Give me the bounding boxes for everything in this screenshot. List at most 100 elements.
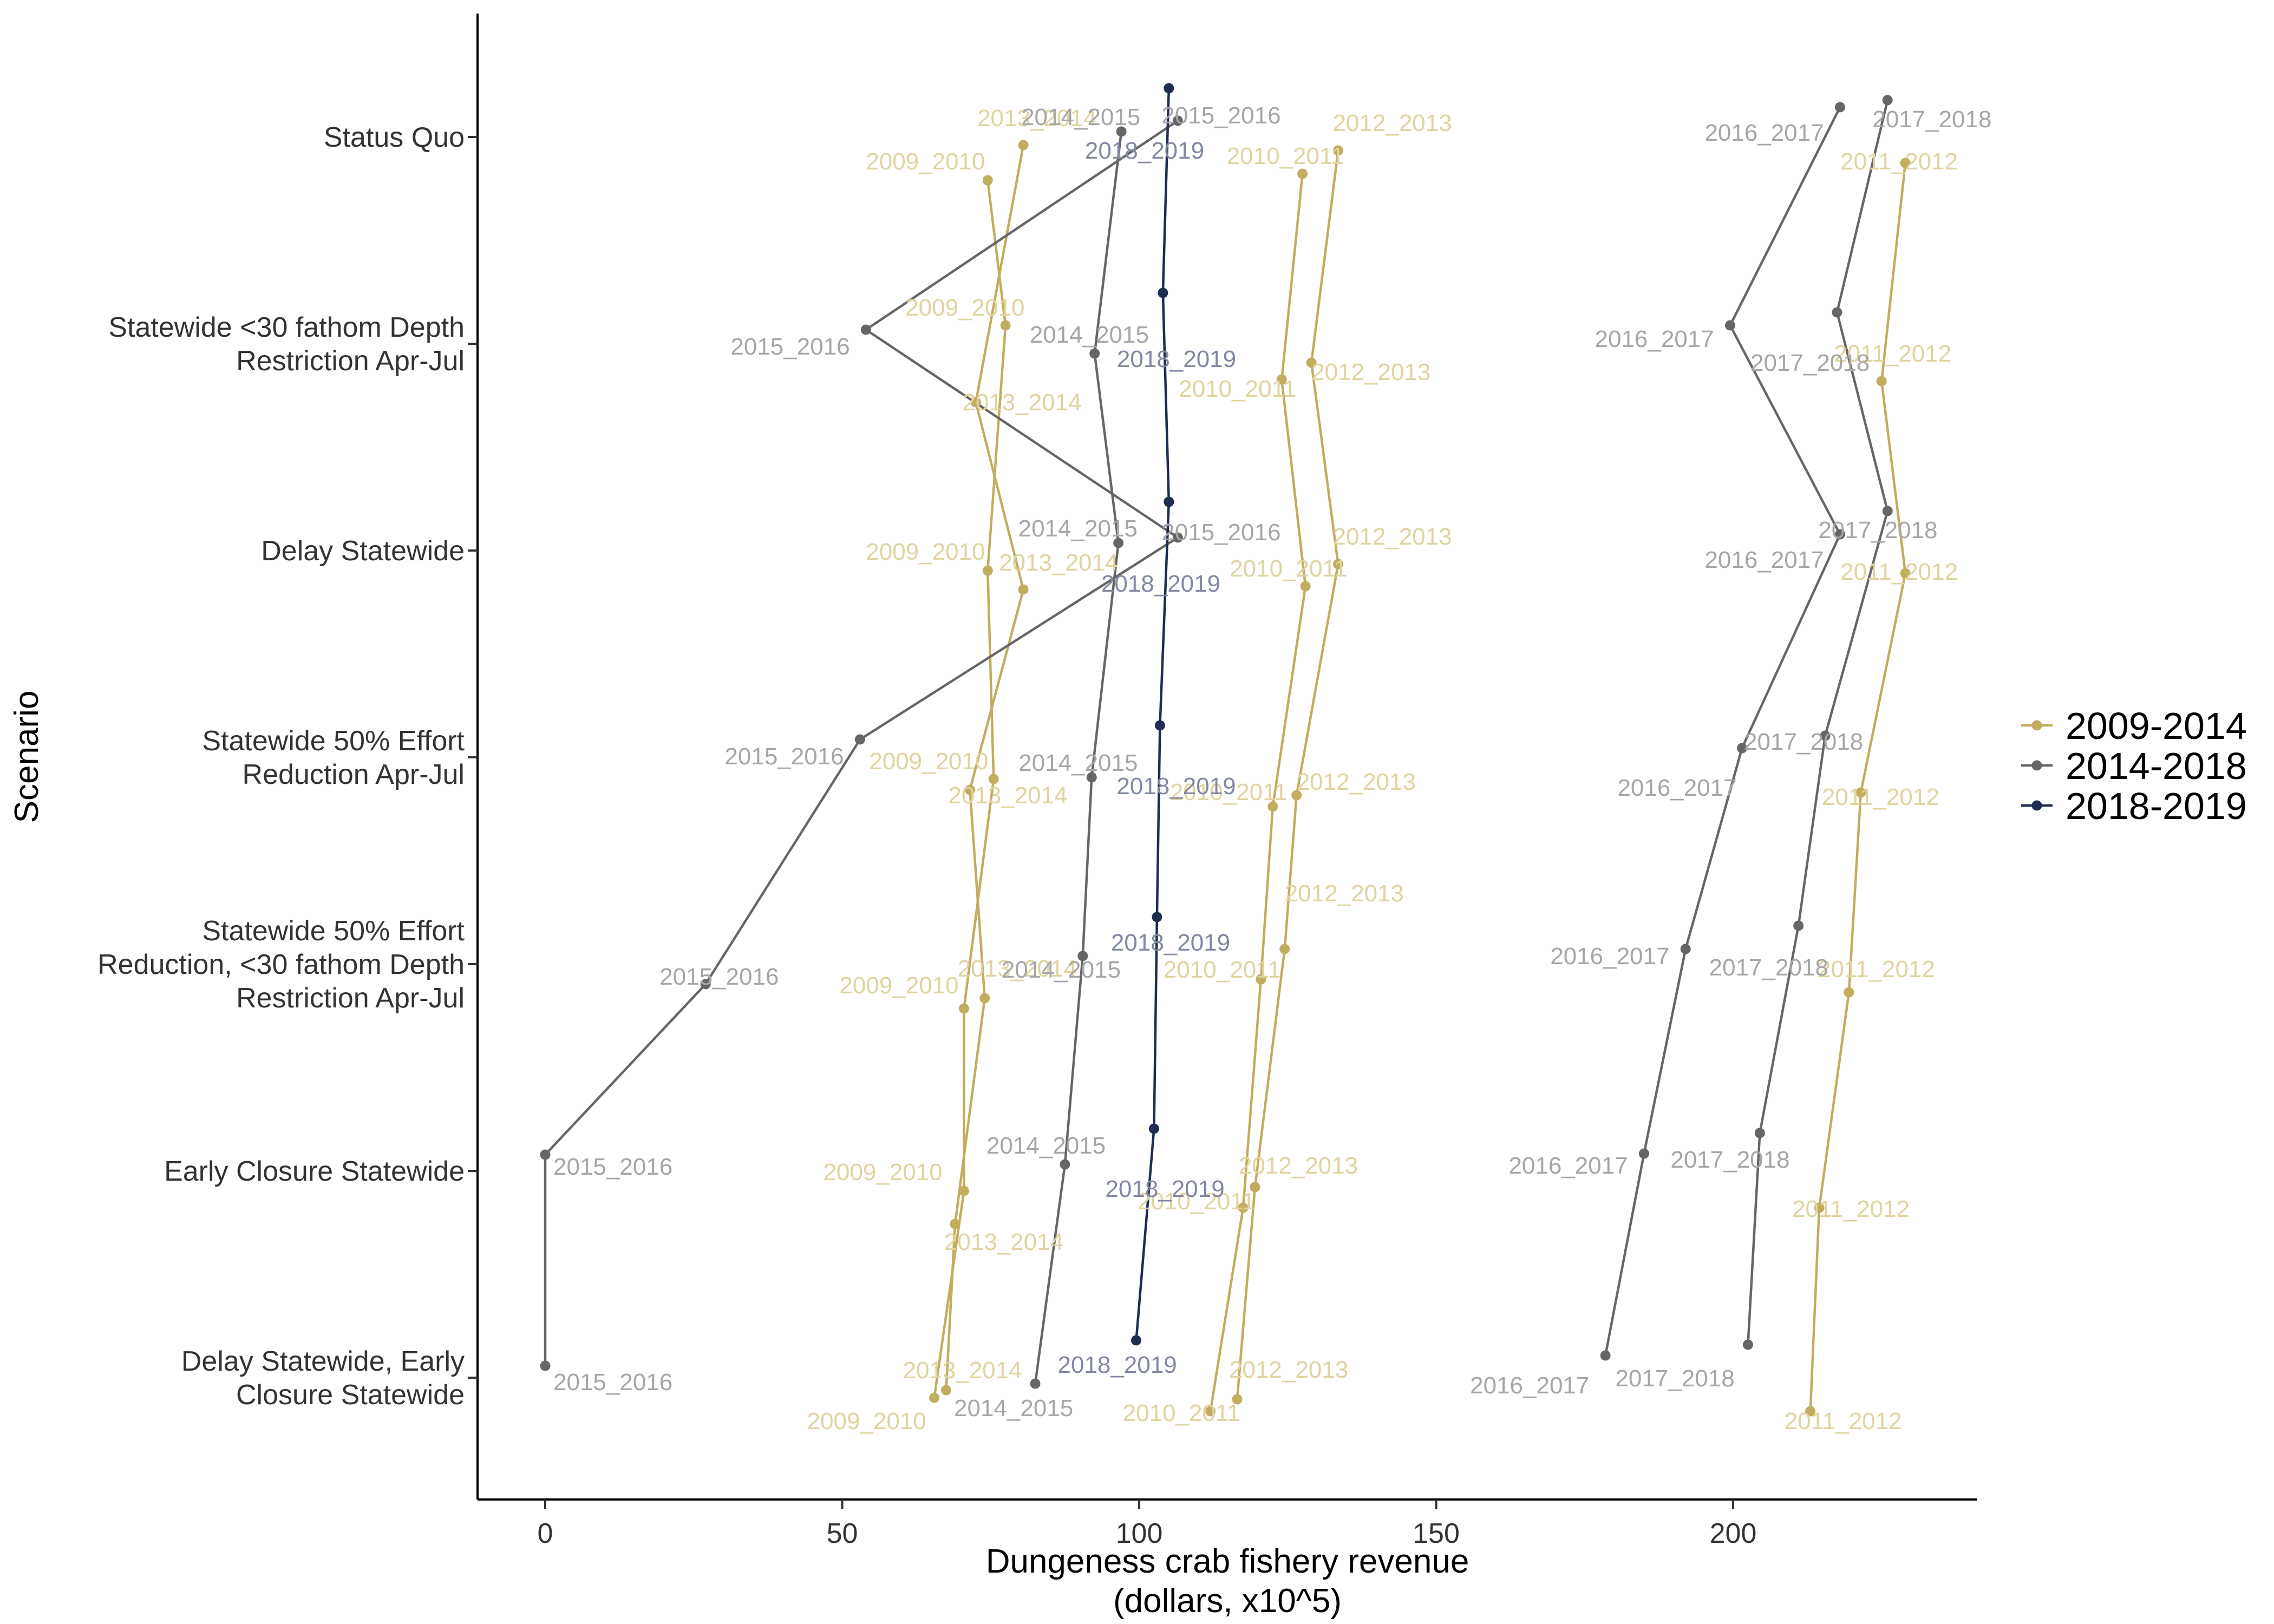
data-point-2012_2013 <box>1250 1182 1260 1193</box>
data-point-2012_2013 <box>1306 357 1317 368</box>
series-line-2018_2019 <box>1135 88 1171 1341</box>
data-point-2010_2011 <box>1267 801 1278 812</box>
data-point-2015_2016 <box>1172 115 1183 126</box>
data-point-2012_2013 <box>1232 1394 1243 1405</box>
point-label-2017_2018: 2017_2018 <box>1872 106 1991 133</box>
point-label-2017_2018: 2017_2018 <box>1818 517 1937 543</box>
y-tick-label: Statewide 50% Effort <box>202 915 465 947</box>
point-label-2018_2019: 2018_2019 <box>1116 773 1236 800</box>
legend-label: 2018-2019 <box>2066 785 2247 827</box>
point-label-2014_2015: 2014_2015 <box>1030 322 1149 348</box>
point-label-2009_2010: 2009_2010 <box>807 1408 926 1435</box>
data-point-2015_2016 <box>540 1360 551 1371</box>
point-label-2013_2014: 2013_2014 <box>944 1229 1063 1255</box>
legend-label: 2014-2018 <box>2066 745 2247 787</box>
data-point-2009_2010 <box>988 774 999 784</box>
point-label-2015_2016: 2015_2016 <box>1161 519 1280 546</box>
data-point-2011_2012 <box>1900 158 1911 168</box>
data-point-2010_2011 <box>1297 168 1308 179</box>
point-label-2010_2011: 2010_2011 <box>1123 1400 1240 1426</box>
point-label-2016_2017: 2016_2017 <box>1704 547 1824 573</box>
point-label-2011_2012: 2011_2012 <box>1818 956 1935 983</box>
point-label-2011_2012: 2011_2012 <box>1840 559 1958 585</box>
point-label-2013_2014: 2013_2014 <box>962 389 1081 416</box>
point-label-2010_2011: 2010_2011 <box>1170 779 1288 806</box>
data-point-2013_2014 <box>1018 584 1029 595</box>
point-label-2013_2014: 2013_2014 <box>948 782 1067 809</box>
y-tick-label: Reduction, <30 fathom Depth <box>97 949 465 980</box>
point-label-2013_2014: 2013_2014 <box>999 549 1118 576</box>
data-point-2015_2016 <box>700 979 711 990</box>
y-tick-label: Reduction Apr-Jul <box>243 759 465 790</box>
point-label-2016_2017: 2016_2017 <box>1470 1372 1589 1399</box>
point-label-2010_2011: 2010_2011 <box>1164 957 1281 983</box>
data-point-2011_2012 <box>1814 1202 1825 1213</box>
data-point-2011_2012 <box>1844 987 1854 998</box>
data-point-2013_2014 <box>970 397 981 408</box>
point-label-2018_2019: 2018_2019 <box>1058 1352 1177 1378</box>
point-labels: 2009_2010 2009_2010 2009_2010 2009_2010 2009… <box>553 102 1991 1435</box>
x-tick-label: 50 <box>827 1518 858 1549</box>
point-label-2014_2015: 2014_2015 <box>1018 515 1138 542</box>
data-point-2017_2018 <box>1742 1339 1753 1350</box>
point-label-2011_2012: 2011_2012 <box>1785 1408 1902 1435</box>
point-label-2012_2013: 2012_2013 <box>1229 1357 1348 1383</box>
data-point-2011_2012 <box>1876 376 1887 387</box>
data-point-2012_2013 <box>1291 790 1302 801</box>
point-label-2017_2018: 2017_2018 <box>1709 954 1828 981</box>
data-point-2016_2017 <box>1600 1350 1611 1361</box>
data-point-2016_2017 <box>1834 102 1845 113</box>
data-point-2013_2014 <box>1018 140 1029 150</box>
data-point-2012_2013 <box>1332 559 1343 569</box>
data-point-2016_2017 <box>1725 320 1736 331</box>
data-point-2018_2019 <box>1158 287 1168 298</box>
point-label-2015_2016: 2015_2016 <box>724 743 844 770</box>
data-point-2013_2014 <box>979 993 990 1004</box>
data-point-2010_2011 <box>1276 374 1287 385</box>
data-point-2009_2010 <box>982 175 993 186</box>
data-point-2018_2019 <box>1154 720 1165 731</box>
point-label-2017_2018: 2017_2018 <box>1615 1365 1734 1392</box>
point-label-2009_2010: 2009_2010 <box>866 148 985 175</box>
data-point-2009_2010 <box>1000 320 1011 331</box>
point-label-2013_2014: 2013_2014 <box>958 955 1077 982</box>
point-label-2016_2017: 2016_2017 <box>1550 943 1669 970</box>
axes: 0 50 100 150 200 Status Quo Statewide <30 fath… <box>97 14 1977 1549</box>
point-label-2015_2016: 2015_2016 <box>1161 102 1280 129</box>
y-tick-label: Restriction Apr-Jul <box>236 983 465 1014</box>
legend-label: 2009-2014 <box>2066 705 2247 747</box>
point-label-2009_2010: 2009_2010 <box>839 972 958 999</box>
point-label-2017_2018: 2017_2018 <box>1744 729 1863 755</box>
y-tick-label: Early Closure Statewide <box>164 1156 465 1187</box>
x-tick-label: 100 <box>1116 1518 1163 1549</box>
x-axis-title-line-1: Dungeness crab fishery revenue <box>986 1543 1469 1580</box>
point-label-2012_2013: 2012_2013 <box>1311 359 1430 385</box>
point-label-2009_2010: 2009_2010 <box>823 1159 942 1186</box>
point-label-2018_2019: 2018_2019 <box>1085 137 1204 164</box>
y-tick-label: Restriction Apr-Jul <box>236 345 465 377</box>
data-point-2014_2015 <box>1077 951 1088 961</box>
data-point-2018_2019 <box>1164 83 1174 94</box>
x-tick-label: 0 <box>538 1518 553 1549</box>
data-point-2014_2015 <box>1086 772 1097 783</box>
data-point-2017_2018 <box>1832 307 1842 318</box>
point-label-2018_2019: 2018_2019 <box>1111 929 1230 956</box>
point-label-2011_2012: 2011_2012 <box>1840 148 1958 175</box>
point-label-2009_2010: 2009_2010 <box>866 539 985 565</box>
point-label-2016_2017: 2016_2017 <box>1595 326 1714 352</box>
point-label-2016_2017: 2016_2017 <box>1617 775 1736 801</box>
point-label-2010_2011: 2010_2011 <box>1138 1188 1255 1215</box>
point-label-2013_2014: 2013_2014 <box>903 1357 1022 1384</box>
data-point-2017_2018 <box>1793 920 1804 931</box>
data-point-2016_2017 <box>1736 743 1747 754</box>
data-point-2014_2015 <box>1060 1159 1070 1170</box>
data-point-2009_2010 <box>929 1392 940 1403</box>
data-point-2017_2018 <box>1882 95 1893 106</box>
data-point-2010_2011 <box>1256 974 1266 985</box>
data-point-2012_2013 <box>1279 944 1290 954</box>
point-label-2017_2018: 2017_2018 <box>1670 1147 1789 1173</box>
data-point-2015_2016 <box>854 734 865 745</box>
data-point-2015_2016 <box>860 324 871 335</box>
